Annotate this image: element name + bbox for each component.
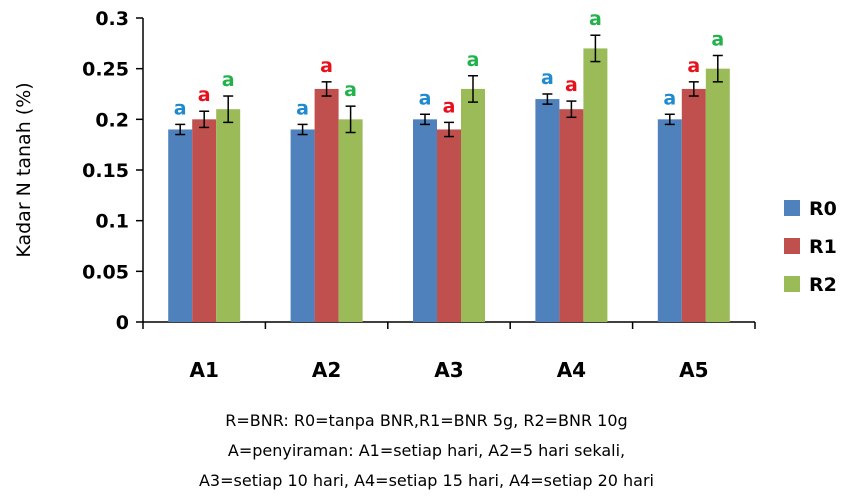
bar [705, 68, 730, 323]
bar [583, 48, 608, 323]
significance-letter: a [663, 87, 676, 109]
legend-label: R2 [809, 274, 837, 296]
significance-letter: a [198, 84, 211, 106]
x-category-label: A3 [434, 358, 463, 382]
bar [314, 88, 339, 322]
caption-line-3: A3=setiap 10 hari, A4=setiap 15 hari, A4… [198, 471, 654, 490]
y-tick-label: 0 [116, 312, 129, 334]
significance-letter: a [711, 28, 724, 50]
bar [290, 129, 315, 322]
y-tick-label: 0.2 [95, 109, 129, 131]
y-tick-label: 0.1 [95, 211, 129, 233]
y-axis-label: Kadar N tanah (%) [13, 82, 35, 257]
significance-letter: a [589, 8, 602, 30]
caption-line-2: A=penyiraman: A1=setiap hari, A2=5 hari … [227, 441, 626, 460]
bar [681, 88, 706, 322]
bar [657, 119, 682, 322]
bar [338, 119, 363, 322]
significance-letter: a [296, 97, 309, 119]
y-tick-label: 0.05 [82, 261, 129, 283]
x-category-label: A4 [557, 358, 586, 382]
bar-chart: Kadar N tanah (%) 0 0.05 0.1 0.15 0.2 0.25 0.3… [13, 8, 837, 382]
x-category-label: A1 [189, 358, 218, 382]
bar [535, 99, 560, 322]
significance-letter: a [344, 79, 357, 101]
significance-letter: a [687, 55, 700, 77]
bar [559, 109, 584, 322]
bar [437, 129, 461, 322]
legend-swatch [784, 238, 800, 254]
significance-letter: a [419, 87, 432, 109]
bar [461, 88, 485, 322]
significance-letter: a [541, 67, 554, 89]
legend-label: R0 [809, 198, 837, 220]
significance-letter: a [565, 74, 578, 96]
significance-letter: a [222, 69, 235, 91]
significance-letter: a [174, 97, 187, 119]
y-tick-label: 0.15 [82, 160, 129, 182]
legend-swatch [784, 276, 800, 292]
legend-label: R1 [809, 236, 837, 258]
x-category-label: A2 [312, 358, 341, 382]
legend-swatch [784, 200, 800, 216]
y-tick-label: 0.25 [82, 59, 129, 81]
caption-line-1: R=BNR: R0=tanpa BNR,R1=BNR 5g, R2=BNR 10… [225, 411, 628, 430]
significance-letter: a [443, 95, 456, 117]
significance-letter: a [320, 55, 333, 77]
x-category-label: A5 [679, 358, 708, 382]
significance-letter: a [467, 49, 480, 71]
bar [192, 119, 217, 322]
y-tick-label: 0.3 [95, 8, 129, 30]
bar [216, 109, 241, 322]
bar [168, 129, 193, 322]
bar [413, 119, 437, 322]
